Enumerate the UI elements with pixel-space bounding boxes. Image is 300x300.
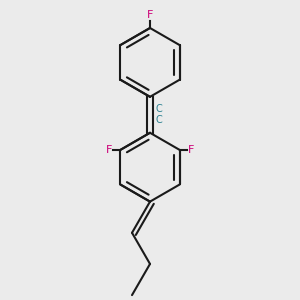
Text: F: F (147, 10, 153, 20)
Text: C: C (156, 104, 162, 114)
Text: F: F (106, 145, 112, 155)
Text: C: C (156, 116, 162, 125)
Text: F: F (188, 145, 194, 155)
